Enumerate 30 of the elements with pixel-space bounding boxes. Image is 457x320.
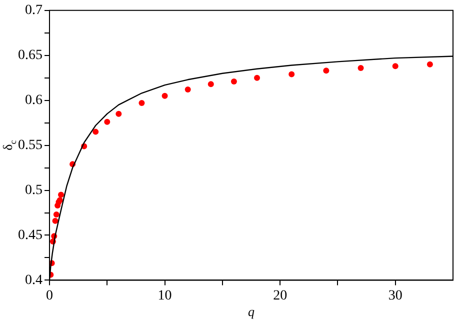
point	[288, 71, 295, 78]
point	[358, 64, 364, 71]
x-axis-title: q	[248, 304, 255, 319]
x-tick-label: 10	[158, 288, 172, 304]
y-tick-label: 0.7	[25, 3, 42, 18]
x-tick-label: 30	[388, 288, 402, 304]
y-tick-label: 0.55	[18, 138, 42, 153]
point	[254, 74, 260, 81]
point	[116, 110, 122, 117]
y-tick-label: 0.65	[18, 48, 42, 64]
x-tick-label: 20	[273, 288, 288, 304]
point	[104, 118, 110, 125]
x-tick-label: 0	[46, 288, 53, 304]
y-tick-label: 0.6	[25, 93, 42, 108]
point	[162, 92, 168, 99]
y-tick-label: 0.5	[25, 182, 42, 198]
point	[184, 86, 191, 93]
y-tick-label: 0.45	[18, 228, 42, 243]
point	[138, 100, 145, 106]
point	[208, 81, 214, 88]
point	[92, 128, 99, 135]
point	[426, 61, 433, 68]
point	[323, 68, 330, 74]
point	[53, 212, 60, 218]
point	[392, 63, 398, 70]
y-axis-title: δc	[0, 140, 18, 150]
point	[58, 192, 64, 198]
point	[230, 78, 237, 84]
point	[52, 218, 58, 224]
y-tick-label: 0.4	[25, 272, 42, 288]
